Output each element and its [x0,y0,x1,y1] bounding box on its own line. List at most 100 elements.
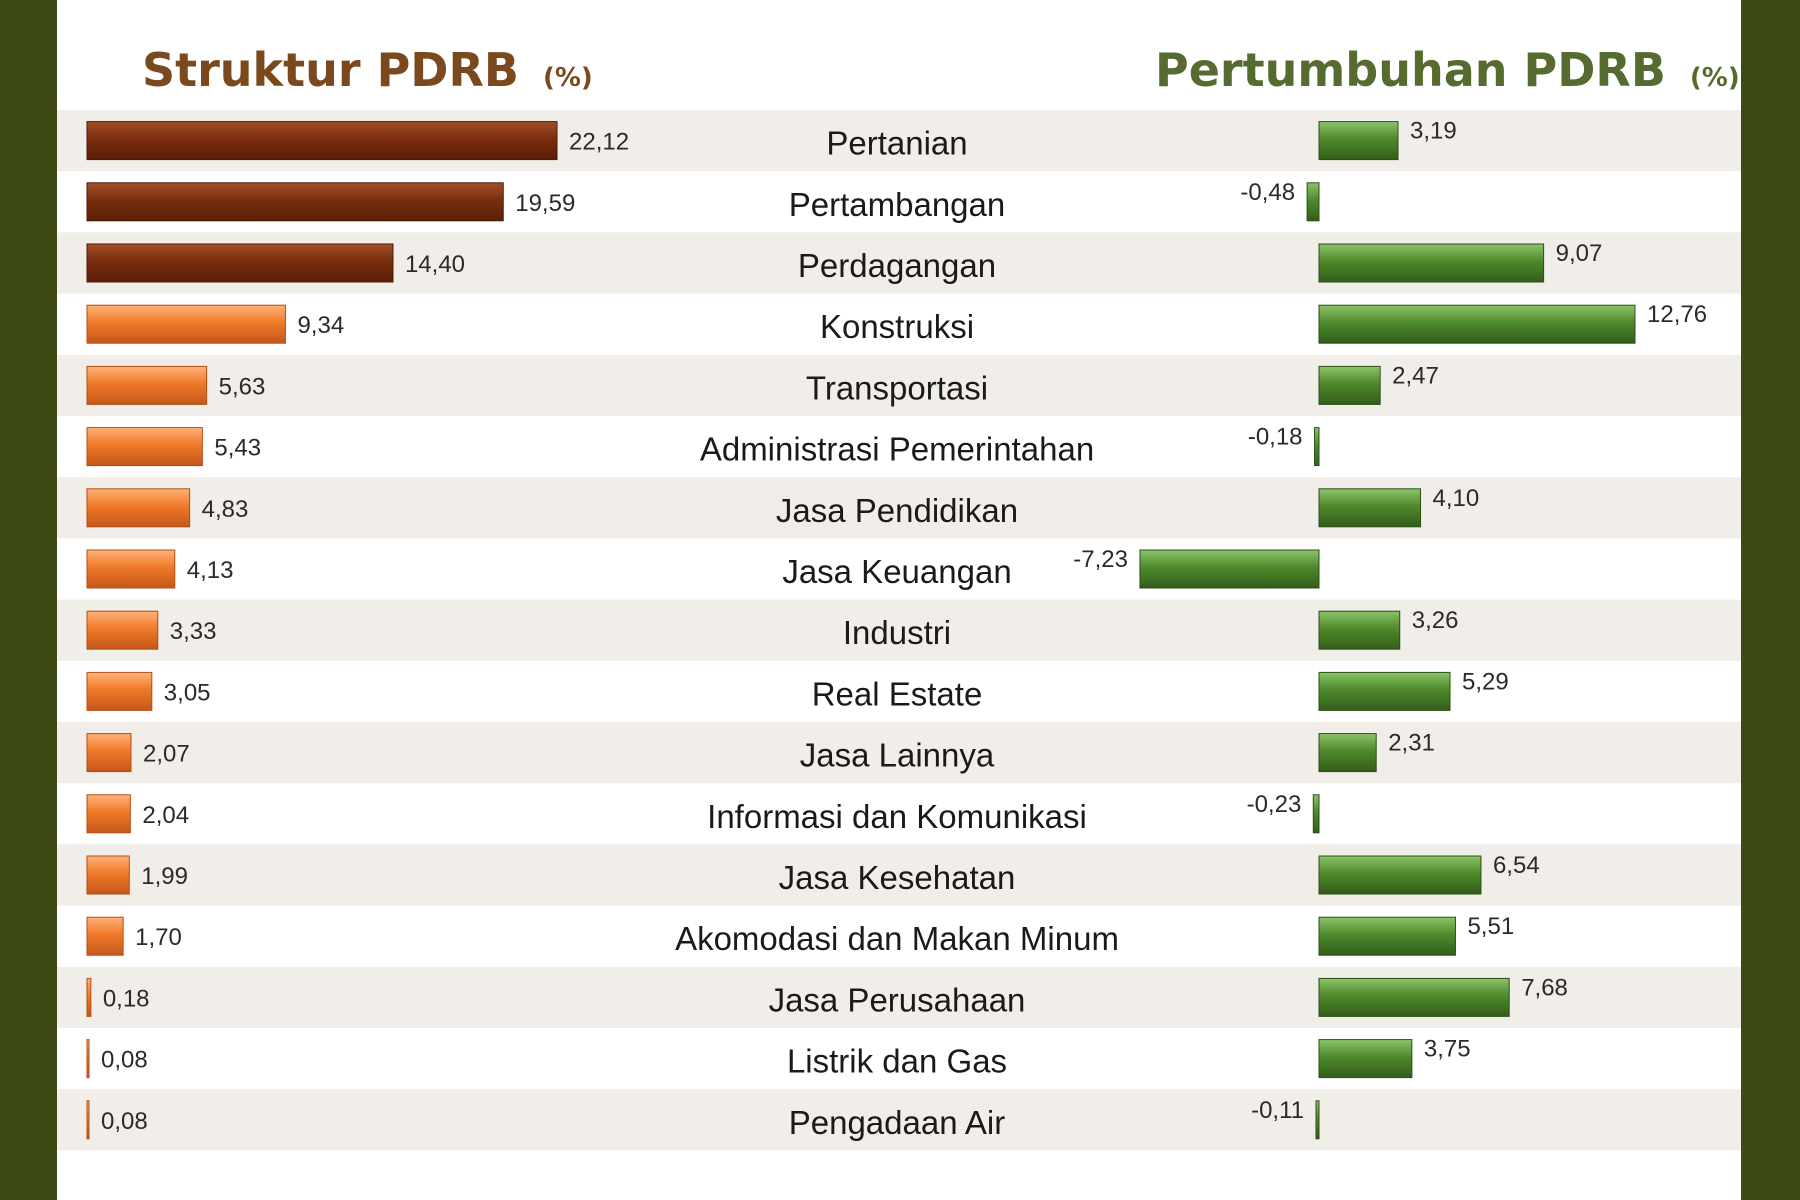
struktur-value-label: 19,59 [515,190,575,217]
pertumbuhan-bars: 3,19 -0,48 9,07 12,76 2,47 -0,18 4,10 -7,23 3,26… [1073,118,1707,1140]
pertumbuhan-value-label: 2,47 [1392,362,1439,389]
struktur-value-label: 22,12 [569,129,629,156]
left-title-text: Struktur PDRB [142,43,519,97]
struktur-value-label: 9,34 [297,312,344,339]
pertumbuhan-bar [1318,1039,1413,1079]
right-chart-title: Pertumbuhan PDRB (%) [1155,43,1740,97]
row-stripe [57,599,1741,661]
struktur-bar [86,182,504,222]
pertumbuhan-bar [1314,427,1320,467]
struktur-value-label: 14,40 [405,251,465,278]
struktur-bars: 22,12 19,59 14,40 9,34 5,63 5,43 4,83 4,13 3,33 3… [86,121,629,1140]
pertumbuhan-value-label: 2,31 [1388,730,1435,757]
category-label: Jasa Perusahaan [769,981,1026,1018]
pertumbuhan-bar [1318,243,1545,283]
chart-panel: Struktur PDRB (%) Pertumbuhan PDRB (%) 2… [57,0,1741,1200]
struktur-bar [86,794,131,834]
category-label: Industri [843,614,951,651]
pertumbuhan-bar [1318,916,1456,956]
struktur-bar [86,121,558,161]
struktur-bar [86,488,191,528]
pertumbuhan-value-label: 9,07 [1556,240,1603,267]
row-stripe [57,354,1741,416]
pertumbuhan-value-label: 7,68 [1521,974,1568,1001]
struktur-bar [86,916,124,956]
row-stripe [57,477,1741,539]
pertumbuhan-bar [1139,549,1320,589]
pertumbuhan-value-label: -7,23 [1073,546,1128,573]
pertumbuhan-value-label: 3,75 [1424,1036,1471,1063]
svg-text:Pertumbuhan PDRB (%): Pertumbuhan PDRB (%) [1155,43,1740,97]
struktur-value-label: 0,18 [103,985,150,1012]
row-stripe [57,722,1741,784]
pertumbuhan-bar [1318,488,1422,528]
struktur-value-label: 3,33 [170,618,217,645]
pertumbuhan-value-label: 5,29 [1462,668,1509,695]
struktur-value-label: 2,04 [142,802,189,829]
left-chart-title: Struktur PDRB (%) [142,43,593,97]
pertumbuhan-bar [1318,121,1399,161]
category-label: Konstruksi [820,308,974,345]
struktur-bar [86,549,176,589]
svg-text:Struktur PDRB (%): Struktur PDRB (%) [142,43,593,97]
category-label: Listrik dan Gas [787,1043,1007,1080]
struktur-bar [86,671,153,711]
struktur-value-label: 1,70 [135,924,182,951]
struktur-bar [86,243,394,283]
category-label: Real Estate [812,675,983,712]
category-label: Pengadaan Air [789,1104,1006,1141]
pertumbuhan-bar [1306,182,1320,222]
pertumbuhan-value-label: 12,76 [1647,301,1707,328]
struktur-value-label: 0,08 [101,1108,148,1135]
category-label: Jasa Keuangan [782,553,1011,590]
pertumbuhan-bar [1315,1100,1320,1140]
pertumbuhan-value-label: 6,54 [1493,852,1540,879]
struktur-value-label: 1,99 [141,863,188,890]
pertumbuhan-value-label: -0,23 [1247,791,1302,818]
struktur-bar [86,427,203,467]
struktur-value-label: 5,43 [214,435,261,462]
struktur-value-label: 0,08 [101,1047,148,1074]
struktur-bar [86,304,286,344]
category-labels: Pertanian Pertambangan Perdagangan Konstruk… [675,125,1119,1141]
pertumbuhan-value-label: -0,11 [1251,1097,1304,1124]
struktur-bar [86,365,208,405]
pertumbuhan-bar [1318,855,1482,895]
category-label: Akomodasi dan Makan Minum [675,920,1119,957]
pdrb-chart: Struktur PDRB (%) Pertumbuhan PDRB (%) 2… [57,43,1741,1151]
category-label: Pertanian [826,125,967,162]
pertumbuhan-value-label: -0,48 [1240,179,1295,206]
right-title-unit: (%) [1690,63,1740,93]
pertumbuhan-bar [1318,671,1451,711]
struktur-bar [86,1039,90,1079]
category-label: Jasa Pendidikan [776,492,1018,529]
struktur-value-label: 5,63 [219,373,266,400]
struktur-bar [86,977,92,1017]
struktur-bar [86,733,132,773]
pertumbuhan-bar [1318,304,1636,344]
category-label: Perdagangan [798,247,996,284]
pertumbuhan-value-label: 5,51 [1467,913,1514,940]
pertumbuhan-value-label: -0,18 [1248,424,1303,451]
pertumbuhan-value-label: 3,19 [1410,118,1457,145]
right-title-text: Pertumbuhan PDRB [1155,43,1666,97]
pertumbuhan-bar [1318,977,1510,1017]
struktur-bar [86,610,159,650]
category-label: Pertambangan [789,186,1005,223]
row-stripe [57,1089,1741,1151]
struktur-value-label: 3,05 [164,679,211,706]
struktur-bar [86,855,130,895]
category-label: Administrasi Pemerintahan [700,431,1094,468]
pertumbuhan-bar [1312,794,1320,834]
struktur-value-label: 2,07 [143,741,190,768]
category-label: Jasa Kesehatan [779,859,1016,896]
struktur-bar [86,1100,90,1140]
category-label: Informasi dan Komunikasi [707,798,1087,835]
category-label: Transportasi [806,369,988,406]
struktur-value-label: 4,83 [202,496,249,523]
pertumbuhan-bar [1318,610,1401,650]
left-title-unit: (%) [543,63,593,93]
pertumbuhan-bar [1318,733,1377,773]
struktur-value-label: 4,13 [187,557,234,584]
pertumbuhan-bar [1318,365,1381,405]
